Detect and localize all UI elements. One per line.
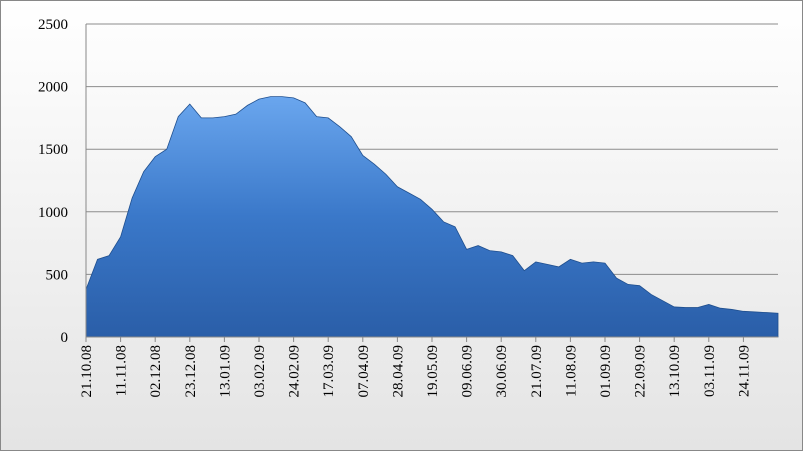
y-tick-label: 2000 <box>38 80 68 96</box>
x-tick-label: 13.01.09 <box>217 345 233 398</box>
x-tick-label: 30.06.09 <box>494 345 510 398</box>
x-tick-label: 02.12.08 <box>148 345 164 398</box>
y-tick-label: 1000 <box>38 205 68 221</box>
x-tick-label: 13.10.09 <box>667 345 683 398</box>
x-tick-label: 09.06.09 <box>460 345 476 398</box>
x-tick-label: 19.05.09 <box>425 345 441 398</box>
x-tick-label: 24.02.09 <box>287 345 303 398</box>
x-tick-label: 24.11.09 <box>736 345 752 397</box>
y-tick-label: 500 <box>46 267 69 283</box>
x-tick-label: 28.04.09 <box>390 345 406 398</box>
x-tick-label: 03.11.09 <box>702 345 718 397</box>
x-tick-label: 07.04.09 <box>356 345 372 398</box>
x-tick-label: 11.08.09 <box>563 345 579 397</box>
y-tick-label: 0 <box>61 330 69 346</box>
y-tick-label: 1500 <box>38 142 68 158</box>
y-tick-label: 2500 <box>38 17 68 33</box>
x-tick-label: 23.12.08 <box>183 345 199 398</box>
x-tick-label: 21.07.09 <box>529 345 545 398</box>
x-tick-label: 03.02.09 <box>252 345 268 398</box>
x-tick-label: 11.11.08 <box>114 345 130 396</box>
x-tick-label: 17.03.09 <box>321 345 337 398</box>
x-tick-label: 01.09.09 <box>598 345 614 398</box>
area <box>85 96 779 338</box>
x-tick-label: 22.09.09 <box>633 345 649 398</box>
x-tick-label: 21.10.08 <box>79 345 95 398</box>
